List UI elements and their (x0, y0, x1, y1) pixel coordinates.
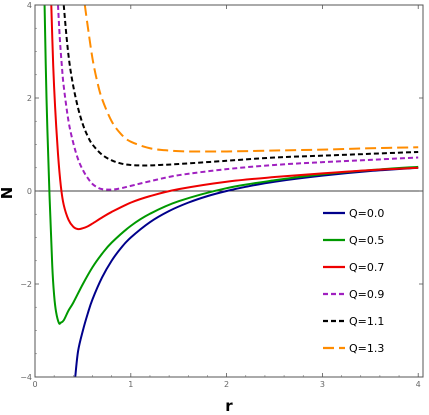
y-tick-label: 0 (27, 187, 32, 196)
legend: Q=0.0 Q=0.5 Q=0.7 Q=0.9 Q=1.1 Q=1.3 (323, 207, 384, 355)
legend-label: Q=0.5 (349, 234, 384, 247)
y-axis-label: N (0, 187, 16, 200)
series-line-q-0-0 (74, 166, 419, 377)
legend-label: Q=0.9 (349, 288, 384, 301)
series-line-q-0-9 (56, 5, 419, 191)
plot-area: 0 1 2 3 4 −4 −2 0 2 4 (20, 1, 423, 389)
legend-label: Q=1.1 (349, 315, 384, 328)
legend-label: Q=1.3 (349, 342, 384, 355)
y-tick-label: 4 (27, 1, 32, 10)
x-tick-label: 4 (416, 380, 421, 389)
x-tick-label: 3 (320, 380, 325, 389)
x-tick-label: 0 (32, 380, 37, 389)
series-line-q-0-7 (50, 5, 419, 231)
series-line-q-1-1 (62, 5, 419, 167)
y-tick-label: 2 (27, 94, 32, 103)
x-axis-label: r (225, 397, 233, 415)
legend-label: Q=0.7 (349, 261, 384, 274)
series-line-q-0-5 (43, 5, 419, 325)
series-group (43, 5, 419, 377)
series-line-q-1-3 (83, 5, 419, 153)
y-tick-label: −4 (20, 373, 32, 382)
legend-label: Q=0.0 (349, 207, 384, 220)
plot-frame (34, 4, 424, 378)
x-tick-label: 1 (128, 380, 133, 389)
x-tick-label: 2 (224, 380, 229, 389)
y-tick-label: −2 (20, 280, 32, 289)
